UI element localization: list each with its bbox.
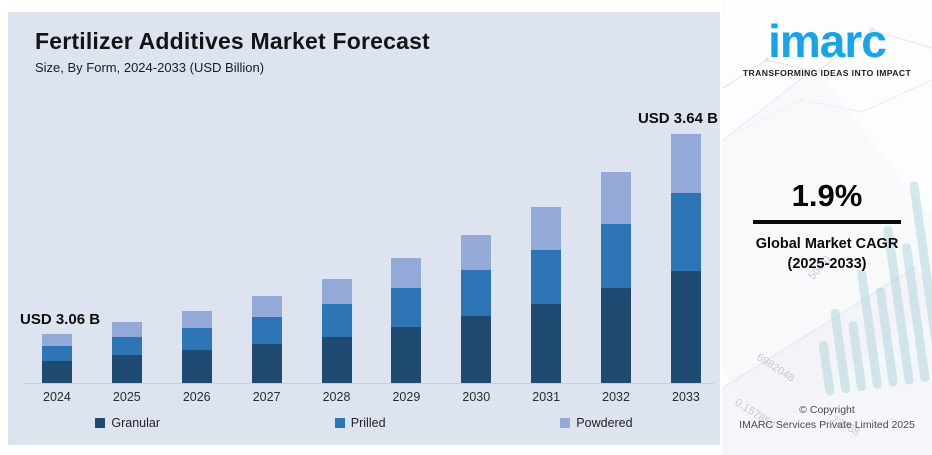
copyright-notice: © Copyright IMARC Services Private Limit…	[722, 403, 932, 433]
chart-title: Fertilizer Additives Market Forecast	[35, 28, 430, 54]
bar-segment-prilled	[251, 317, 282, 344]
bar-segment-powdered	[601, 172, 632, 224]
bar-segment-prilled	[321, 304, 352, 337]
side-panel: 500.0 6982048 0.157854 72768 imarc TRANS…	[722, 0, 932, 455]
chart-subtitle: Size, By Form, 2024-2033 (USD Billion)	[35, 60, 265, 75]
legend-marker-prilled	[334, 418, 345, 428]
value-label-2024: USD 3.06 B	[20, 311, 101, 328]
legend-label-prilled: Prilled	[350, 416, 386, 430]
bar-segment-prilled	[391, 288, 422, 327]
bar-segment-granular	[41, 361, 72, 383]
bar-segment-granular	[461, 316, 492, 383]
legend-label-granular: Granular	[111, 416, 161, 430]
x-tick-2024: 2024	[43, 390, 71, 404]
bar-2033	[651, 12, 720, 383]
legend-item-powdered: Powdered	[560, 416, 633, 430]
bar-segment-prilled	[41, 346, 72, 361]
bar-segment-granular	[251, 344, 282, 383]
bar-segment-granular	[181, 350, 212, 383]
legend-marker-granular	[95, 418, 106, 428]
x-tick-2028: 2028	[322, 390, 351, 404]
plot-area	[22, 12, 720, 383]
cagr-callout: 1.9% Global Market CAGR (2025-2033)	[722, 178, 932, 275]
legend-label-powdered: Powdered	[576, 416, 633, 430]
x-tick-2031: 2031	[532, 390, 561, 404]
copyright-line2: IMARC Services Private Limited 2025	[739, 419, 915, 432]
bar-segment-powdered	[41, 334, 72, 346]
imarc-logo-tagline: TRANSFORMING IDEAS INTO IMPACT	[742, 68, 912, 78]
bar-segment-powdered	[321, 279, 352, 304]
bar-segment-granular	[670, 271, 701, 383]
bar-segment-granular	[391, 327, 422, 383]
imarc-logo: imarc TRANSFORMING IDEAS INTO IMPACT	[722, 18, 932, 78]
x-axis-labels: 2024 2025 2026 2027 2028 2029 2030 2031 2032 2033	[22, 390, 720, 404]
chart-legend: Granular Prilled Powdered	[8, 416, 720, 430]
bar-2029	[371, 12, 441, 383]
bar-2030	[441, 12, 511, 383]
bar-segment-powdered	[670, 134, 701, 193]
cagr-label-line1: Global Market CAGR	[755, 236, 899, 252]
legend-marker-powdered	[560, 418, 571, 428]
x-tick-2032: 2032	[602, 390, 630, 404]
bar-segment-powdered	[111, 322, 142, 337]
bar-2031	[511, 12, 581, 383]
bar-segment-prilled	[111, 337, 142, 355]
bar-segment-prilled	[181, 328, 212, 350]
x-tick-2029: 2029	[392, 390, 421, 404]
bar-2028	[302, 12, 372, 383]
bar-2024	[22, 12, 92, 383]
cagr-underline	[753, 220, 901, 224]
legend-item-granular: Granular	[95, 416, 160, 430]
bar-2025	[92, 12, 162, 383]
watermark-number: 6982048	[754, 351, 797, 385]
bar-segment-prilled	[461, 270, 492, 316]
bar-segment-powdered	[181, 311, 212, 328]
bar-segment-granular	[601, 288, 632, 383]
bar-segment-granular	[531, 304, 562, 383]
copyright-line1: © Copyright	[799, 404, 855, 416]
cagr-label-line2: (2025-2033)	[787, 256, 867, 273]
bar-segment-prilled	[670, 193, 701, 271]
x-tick-2026: 2026	[182, 390, 211, 404]
cagr-value: 1.9%	[791, 178, 863, 213]
imarc-logo-text: imarc	[768, 15, 887, 67]
bar-2026	[162, 12, 232, 383]
chart-panel: 2024 2025 2026 2027 2028 2029 2030 2031 2032 2033…	[8, 12, 720, 445]
bar-segment-powdered	[251, 296, 282, 317]
legend-item-prilled: Prilled	[334, 416, 386, 430]
bar-2027	[232, 12, 302, 383]
bar-segment-granular	[321, 337, 352, 383]
x-tick-2025: 2025	[112, 390, 141, 404]
x-axis-line	[24, 383, 714, 384]
bar-2032	[581, 12, 651, 383]
bar-segment-prilled	[601, 224, 632, 288]
bar-segment-powdered	[531, 207, 562, 250]
x-tick-2027: 2027	[252, 390, 281, 404]
x-tick-2030: 2030	[462, 390, 491, 404]
bar-segment-powdered	[461, 235, 492, 270]
bar-segment-powdered	[391, 258, 422, 288]
bar-segment-granular	[111, 355, 142, 383]
value-label-2033: USD 3.64 B	[637, 110, 718, 127]
bar-segment-prilled	[531, 250, 562, 304]
x-tick-2033: 2033	[672, 390, 700, 404]
